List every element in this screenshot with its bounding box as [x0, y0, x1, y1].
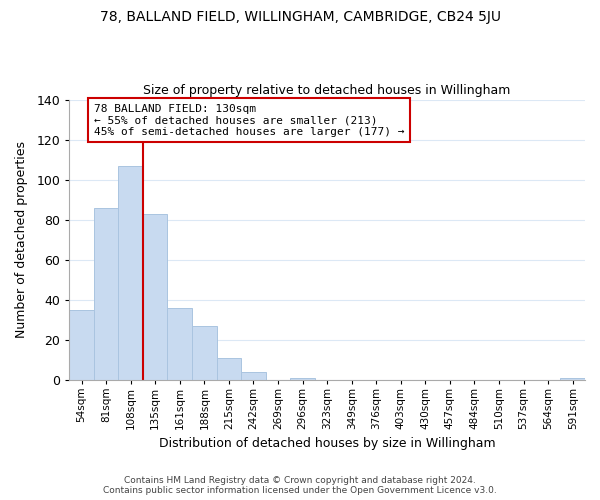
- Bar: [143, 214, 167, 380]
- Y-axis label: Number of detached properties: Number of detached properties: [15, 141, 28, 338]
- Text: Contains HM Land Registry data © Crown copyright and database right 2024.
Contai: Contains HM Land Registry data © Crown c…: [103, 476, 497, 495]
- Bar: [560, 378, 585, 380]
- Text: 78, BALLAND FIELD, WILLINGHAM, CAMBRIDGE, CB24 5JU: 78, BALLAND FIELD, WILLINGHAM, CAMBRIDGE…: [100, 10, 500, 24]
- Text: 78 BALLAND FIELD: 130sqm
← 55% of detached houses are smaller (213)
45% of semi-: 78 BALLAND FIELD: 130sqm ← 55% of detach…: [94, 104, 404, 137]
- Bar: [118, 166, 143, 380]
- Bar: [192, 326, 217, 380]
- Bar: [69, 310, 94, 380]
- Title: Size of property relative to detached houses in Willingham: Size of property relative to detached ho…: [143, 84, 511, 97]
- Bar: [241, 372, 266, 380]
- Bar: [94, 208, 118, 380]
- Bar: [217, 358, 241, 380]
- Bar: [167, 308, 192, 380]
- Bar: [290, 378, 315, 380]
- X-axis label: Distribution of detached houses by size in Willingham: Distribution of detached houses by size …: [159, 437, 496, 450]
